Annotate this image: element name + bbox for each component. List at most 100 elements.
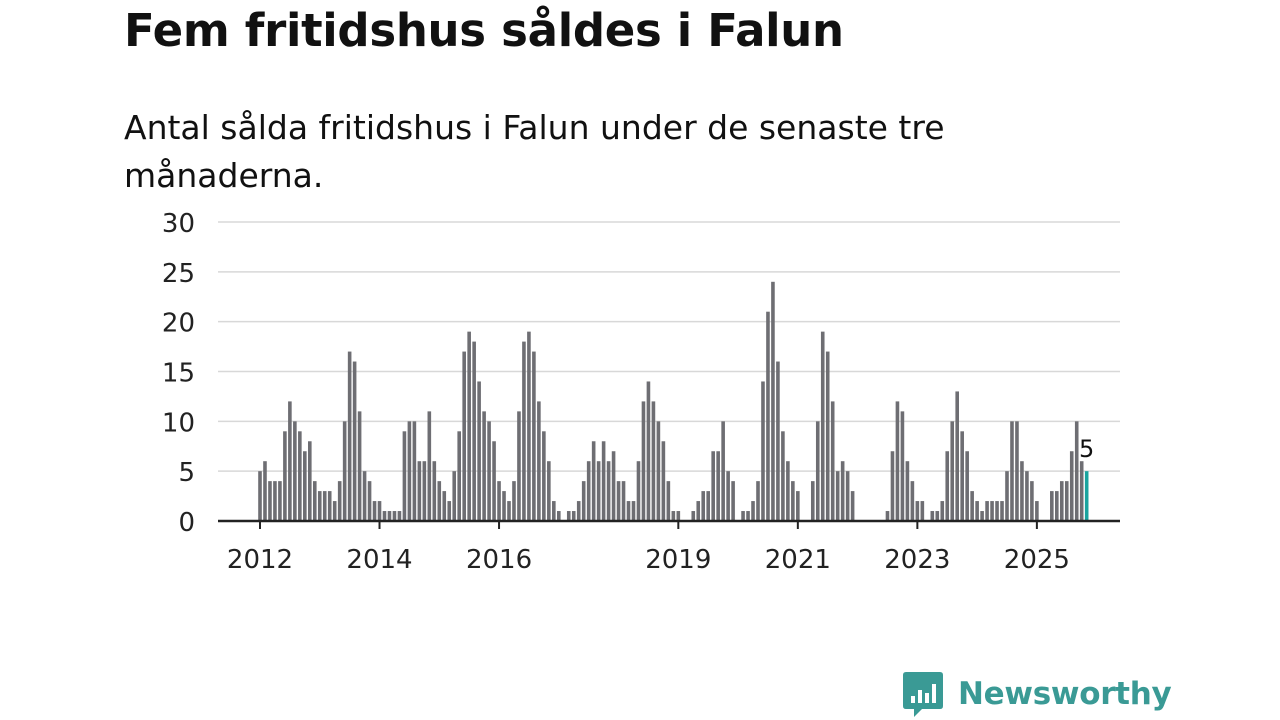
bar bbox=[317, 491, 322, 521]
bar bbox=[945, 451, 950, 521]
bar bbox=[452, 471, 457, 521]
bar bbox=[1079, 461, 1084, 521]
bar bbox=[497, 481, 501, 521]
bar bbox=[815, 421, 820, 521]
x-tick-label: 2014 bbox=[346, 545, 412, 575]
bar bbox=[357, 411, 362, 521]
bar bbox=[825, 351, 830, 521]
chart-title: Fem fritidshus såldes i Falun bbox=[124, 4, 844, 57]
bar bbox=[1064, 481, 1069, 521]
chart-subtitle: Antal sålda fritidshus i Falun under de … bbox=[124, 108, 945, 195]
bar bbox=[552, 501, 556, 521]
bar bbox=[387, 511, 392, 521]
y-tick-label: 30 bbox=[162, 209, 195, 239]
y-axis: 0 5 10 15 20 25 30 bbox=[162, 209, 195, 538]
bar bbox=[288, 401, 292, 521]
bar bbox=[746, 511, 750, 521]
bar bbox=[512, 481, 516, 521]
bar bbox=[721, 421, 725, 521]
bar bbox=[427, 411, 432, 521]
x-tick-label: 2012 bbox=[227, 545, 293, 575]
bar bbox=[621, 481, 626, 521]
bar bbox=[920, 501, 925, 521]
bar bbox=[1020, 461, 1024, 521]
x-tick-label: 2019 bbox=[645, 545, 711, 575]
bar bbox=[1010, 421, 1014, 521]
bar bbox=[527, 331, 531, 521]
bar bbox=[1000, 501, 1004, 521]
bar bbox=[990, 501, 994, 521]
bar bbox=[1015, 421, 1019, 521]
bar bbox=[447, 501, 452, 521]
bar bbox=[711, 451, 715, 521]
bar bbox=[910, 481, 915, 521]
newsworthy-logo-icon bbox=[903, 672, 943, 717]
bar bbox=[766, 311, 770, 521]
bar bbox=[382, 511, 387, 521]
bar bbox=[905, 461, 910, 521]
bar bbox=[835, 471, 840, 521]
y-tick-label: 15 bbox=[162, 359, 195, 389]
bar bbox=[442, 491, 447, 521]
bar bbox=[482, 411, 486, 521]
bar bbox=[362, 471, 367, 521]
bar bbox=[781, 431, 785, 521]
bar bbox=[985, 501, 989, 521]
bar bbox=[303, 451, 307, 521]
bar bbox=[566, 511, 571, 521]
bar bbox=[312, 481, 317, 521]
bar bbox=[417, 461, 422, 521]
bar bbox=[631, 501, 636, 521]
bar bbox=[327, 491, 332, 521]
bar bbox=[676, 511, 681, 521]
x-tick-label: 2016 bbox=[466, 545, 532, 575]
bar bbox=[557, 511, 561, 521]
y-tick-label: 25 bbox=[162, 259, 195, 289]
bar bbox=[372, 501, 377, 521]
bar bbox=[522, 341, 526, 521]
bar bbox=[542, 431, 546, 521]
y-tick-label: 5 bbox=[178, 458, 195, 488]
bar bbox=[950, 421, 955, 521]
bar bbox=[293, 421, 297, 521]
bar bbox=[576, 501, 581, 521]
bar bbox=[1025, 471, 1029, 521]
bar bbox=[840, 461, 845, 521]
newsworthy-brand: Newsworthy bbox=[902, 670, 1172, 718]
bar bbox=[980, 511, 984, 521]
bars bbox=[258, 281, 1089, 521]
bar bbox=[1059, 481, 1064, 521]
bar bbox=[322, 491, 327, 521]
bar bbox=[1005, 471, 1009, 521]
bar bbox=[278, 481, 282, 521]
bar bbox=[263, 461, 267, 521]
bar bbox=[701, 491, 706, 521]
bar bbox=[1074, 421, 1079, 521]
bar bbox=[571, 511, 576, 521]
bar bbox=[955, 391, 959, 521]
bar bbox=[626, 501, 631, 521]
bar bbox=[1050, 491, 1054, 521]
bar bbox=[477, 381, 481, 521]
x-tick-label: 2025 bbox=[1004, 545, 1070, 575]
bar-highlight bbox=[1084, 471, 1089, 521]
bar bbox=[606, 461, 611, 521]
bar bbox=[995, 501, 999, 521]
bar bbox=[641, 401, 646, 521]
brand-name: Newsworthy bbox=[958, 676, 1172, 712]
bar bbox=[457, 431, 461, 521]
bar bbox=[437, 481, 442, 521]
bar bbox=[771, 281, 775, 521]
bar bbox=[1035, 501, 1039, 521]
bar bbox=[537, 401, 541, 521]
bar bbox=[786, 461, 790, 521]
bar bbox=[581, 481, 586, 521]
y-tick-label: 0 bbox=[178, 508, 195, 538]
bar bbox=[636, 461, 641, 521]
y-tick-label: 10 bbox=[162, 408, 195, 438]
x-axis: 2012 2014 2016 2019 2021 2023 2025 bbox=[218, 519, 1120, 575]
bar bbox=[268, 481, 272, 521]
bar bbox=[342, 421, 347, 521]
bar bbox=[756, 481, 760, 521]
